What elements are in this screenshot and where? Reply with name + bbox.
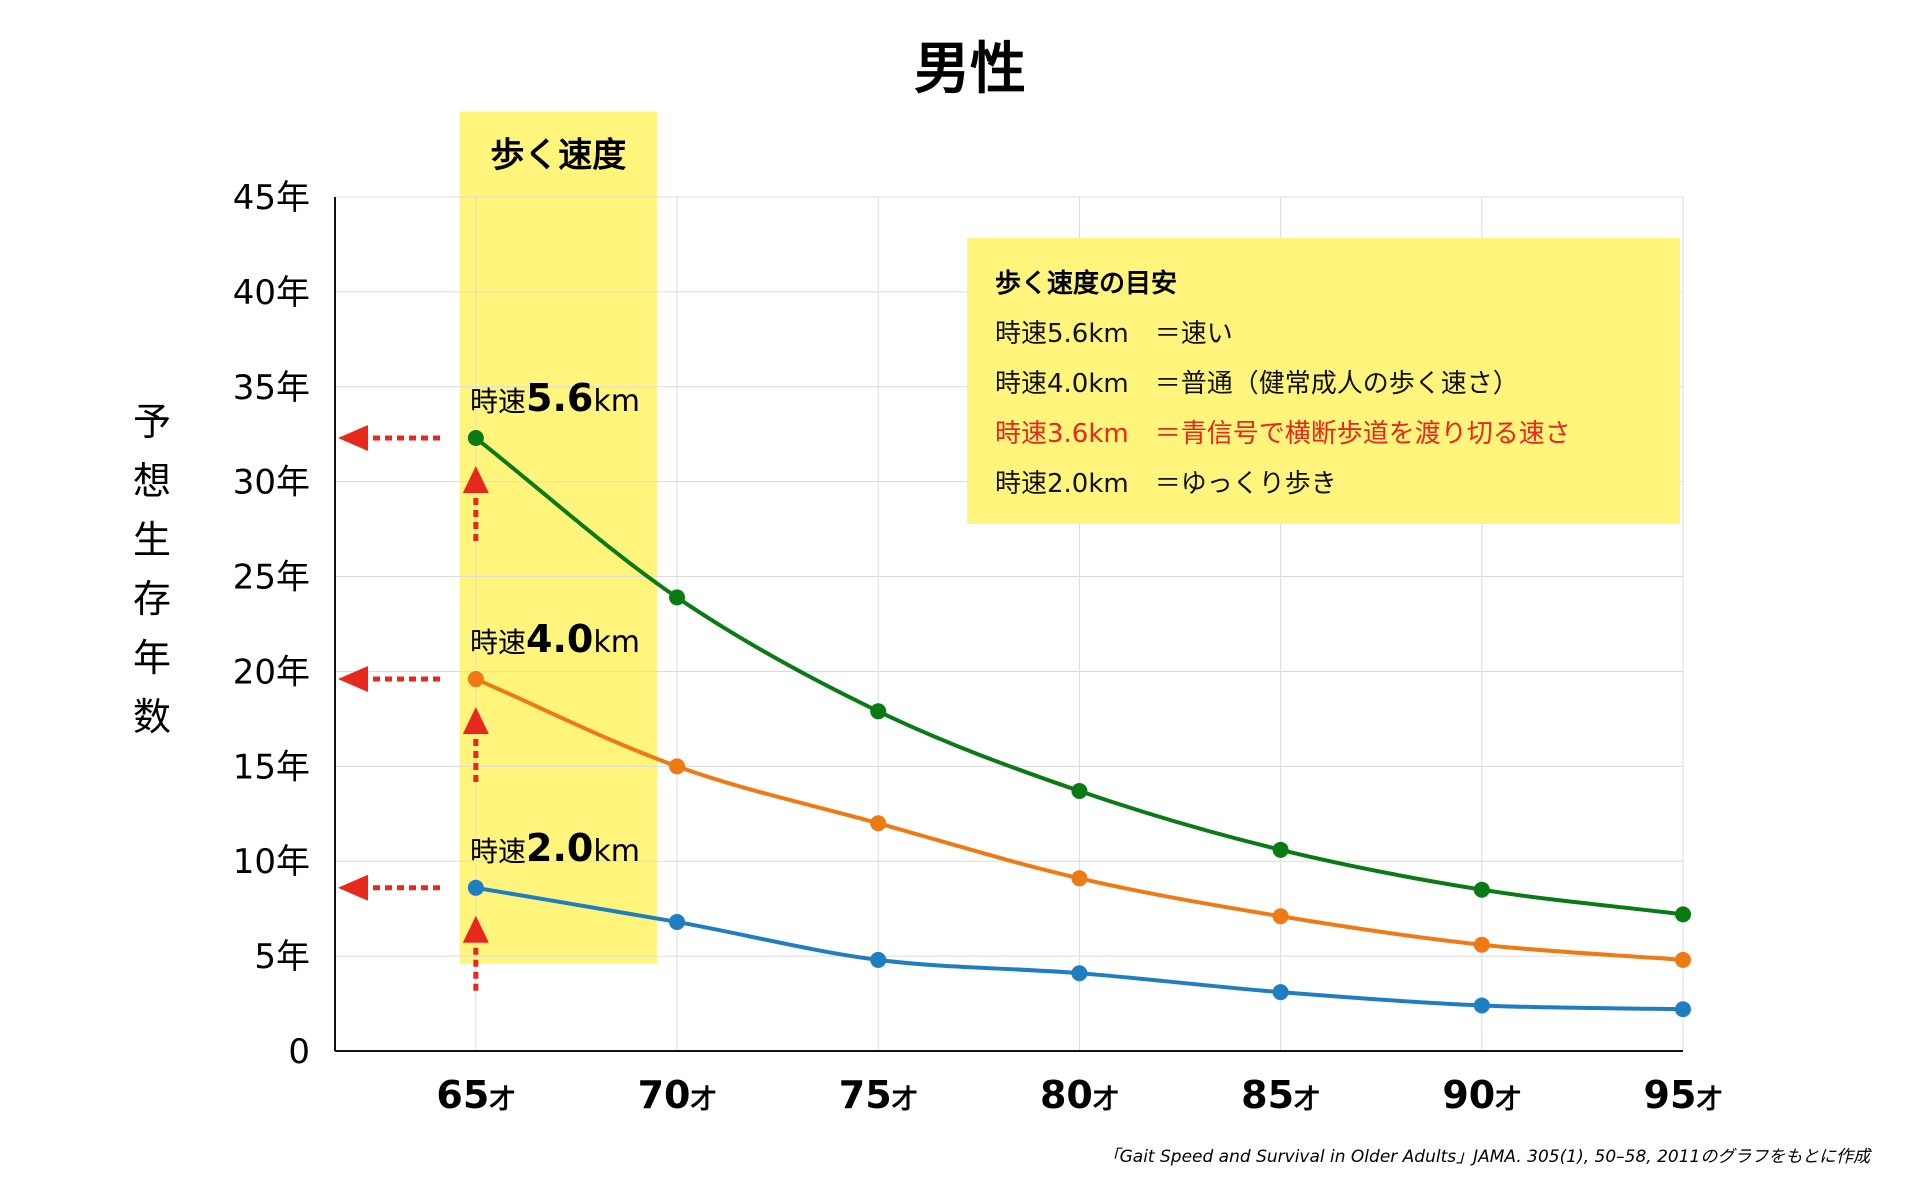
x-tick-labels: 65才 70才 75才 80才 85才 90才 95才: [436, 1073, 1722, 1117]
up-arrow-0: [462, 466, 489, 542]
data-point: [1071, 870, 1088, 887]
series-label-suffix: km: [593, 384, 640, 419]
y-tick-label: 10年: [233, 842, 310, 882]
y-axis-label: 予想生存年数: [133, 400, 171, 739]
legend-title: 歩く速度の目安: [995, 268, 1177, 299]
annotation-arrows: [338, 425, 489, 991]
up-arrow-2: [462, 915, 489, 991]
x-tick-number: 65: [436, 1073, 489, 1117]
x-tick-label: 75才: [839, 1073, 918, 1117]
x-tick-number: 75: [839, 1073, 892, 1117]
data-point: [1071, 965, 1088, 982]
y-tick-labels: 0 5年 10年 15年 20年 25年 30年 35年 40年 45年: [233, 178, 310, 1072]
series-label-suffix: km: [593, 834, 640, 869]
left-arrow-0: [338, 425, 440, 452]
y-tick-label: 15年: [233, 747, 310, 787]
data-point: [1675, 1001, 1691, 1018]
x-tick-unit: 才: [1294, 1085, 1320, 1115]
x-tick-unit: 才: [489, 1085, 515, 1115]
left-arrow-2: [338, 874, 440, 901]
y-tick-label: 30年: [233, 463, 310, 503]
band-title: 歩く速度: [490, 136, 626, 176]
y-tick-label: 40年: [233, 273, 310, 313]
source-note: 「Gait Speed and Survival in Older Adults…: [1103, 1147, 1873, 1167]
y-tick-label: 20年: [233, 652, 310, 692]
series-lines: [467, 430, 1691, 1018]
y-tick-label: 25年: [233, 558, 310, 598]
data-point: [870, 703, 887, 720]
data-point: [467, 879, 484, 896]
left-arrow-1: [338, 666, 440, 693]
x-tick-number: 85: [1241, 1073, 1294, 1117]
series-label-number: 4.0: [526, 617, 593, 661]
x-tick-number: 90: [1442, 1073, 1495, 1117]
legend-item: 時速3.6km ＝青信号で横断歩道を渡り切る速さ: [995, 419, 1571, 449]
series-label: 時速2.0km: [470, 826, 640, 870]
series-label-prefix: 時速: [470, 385, 526, 418]
data-point: [1272, 841, 1289, 858]
legend-item: 時速2.0km ＝ゆっくり歩き: [995, 469, 1337, 499]
data-point: [1473, 997, 1490, 1014]
highlight-band: 歩く速度: [459, 111, 657, 964]
series-label: 時速5.6km: [470, 376, 640, 420]
data-point: [1272, 908, 1289, 925]
data-point: [669, 913, 686, 930]
x-tick-unit: 才: [1696, 1085, 1722, 1115]
data-point: [870, 815, 887, 832]
x-tick-label: 70才: [638, 1073, 717, 1117]
up-arrow-1: [462, 707, 489, 783]
series-label-prefix: 時速: [470, 626, 526, 659]
series-label-suffix: km: [593, 625, 640, 660]
x-tick-unit: 才: [892, 1085, 918, 1115]
x-tick-number: 70: [638, 1073, 691, 1117]
x-tick-label: 90才: [1442, 1073, 1521, 1117]
x-tick-label: 80才: [1040, 1073, 1119, 1117]
series-label-number: 2.0: [526, 826, 593, 870]
legend-item: 時速5.6km ＝速い: [995, 319, 1233, 349]
data-point: [870, 951, 887, 968]
series-label-number: 5.6: [526, 376, 593, 420]
x-tick-label: 95才: [1644, 1073, 1723, 1117]
y-axis-label-text: 予想生存年数: [133, 400, 171, 739]
y-tick-label: 5年: [254, 937, 310, 977]
data-point: [1473, 881, 1490, 898]
legend-box: [967, 238, 1680, 524]
x-tick-label: 85才: [1241, 1073, 1320, 1117]
highlight-band-rect: [459, 111, 657, 964]
y-tick-label: 45年: [233, 178, 310, 218]
legend-item: 時速4.0km ＝普通（健常成人の歩く速さ）: [995, 369, 1519, 399]
data-point: [1675, 906, 1691, 923]
series-label-prefix: 時速: [470, 835, 526, 868]
x-tick-number: 95: [1644, 1073, 1697, 1117]
data-point: [467, 671, 484, 688]
chart-title: 男性: [914, 37, 1026, 102]
x-tick-label: 65才: [436, 1073, 515, 1117]
series-label: 時速4.0km: [470, 617, 640, 661]
data-point: [1272, 984, 1289, 1001]
x-tick-unit: 才: [1495, 1085, 1521, 1115]
data-point: [1071, 783, 1088, 800]
data-point: [669, 589, 686, 606]
data-point: [1473, 936, 1490, 953]
x-tick-unit: 才: [690, 1085, 716, 1115]
data-point: [1675, 951, 1691, 968]
axes: [334, 197, 1683, 1052]
x-tick-unit: 才: [1093, 1085, 1119, 1115]
data-point: [467, 430, 484, 447]
data-point: [669, 758, 686, 775]
y-tick-label: 0: [288, 1032, 310, 1072]
y-tick-label: 35年: [233, 368, 310, 408]
x-tick-number: 80: [1040, 1073, 1093, 1117]
